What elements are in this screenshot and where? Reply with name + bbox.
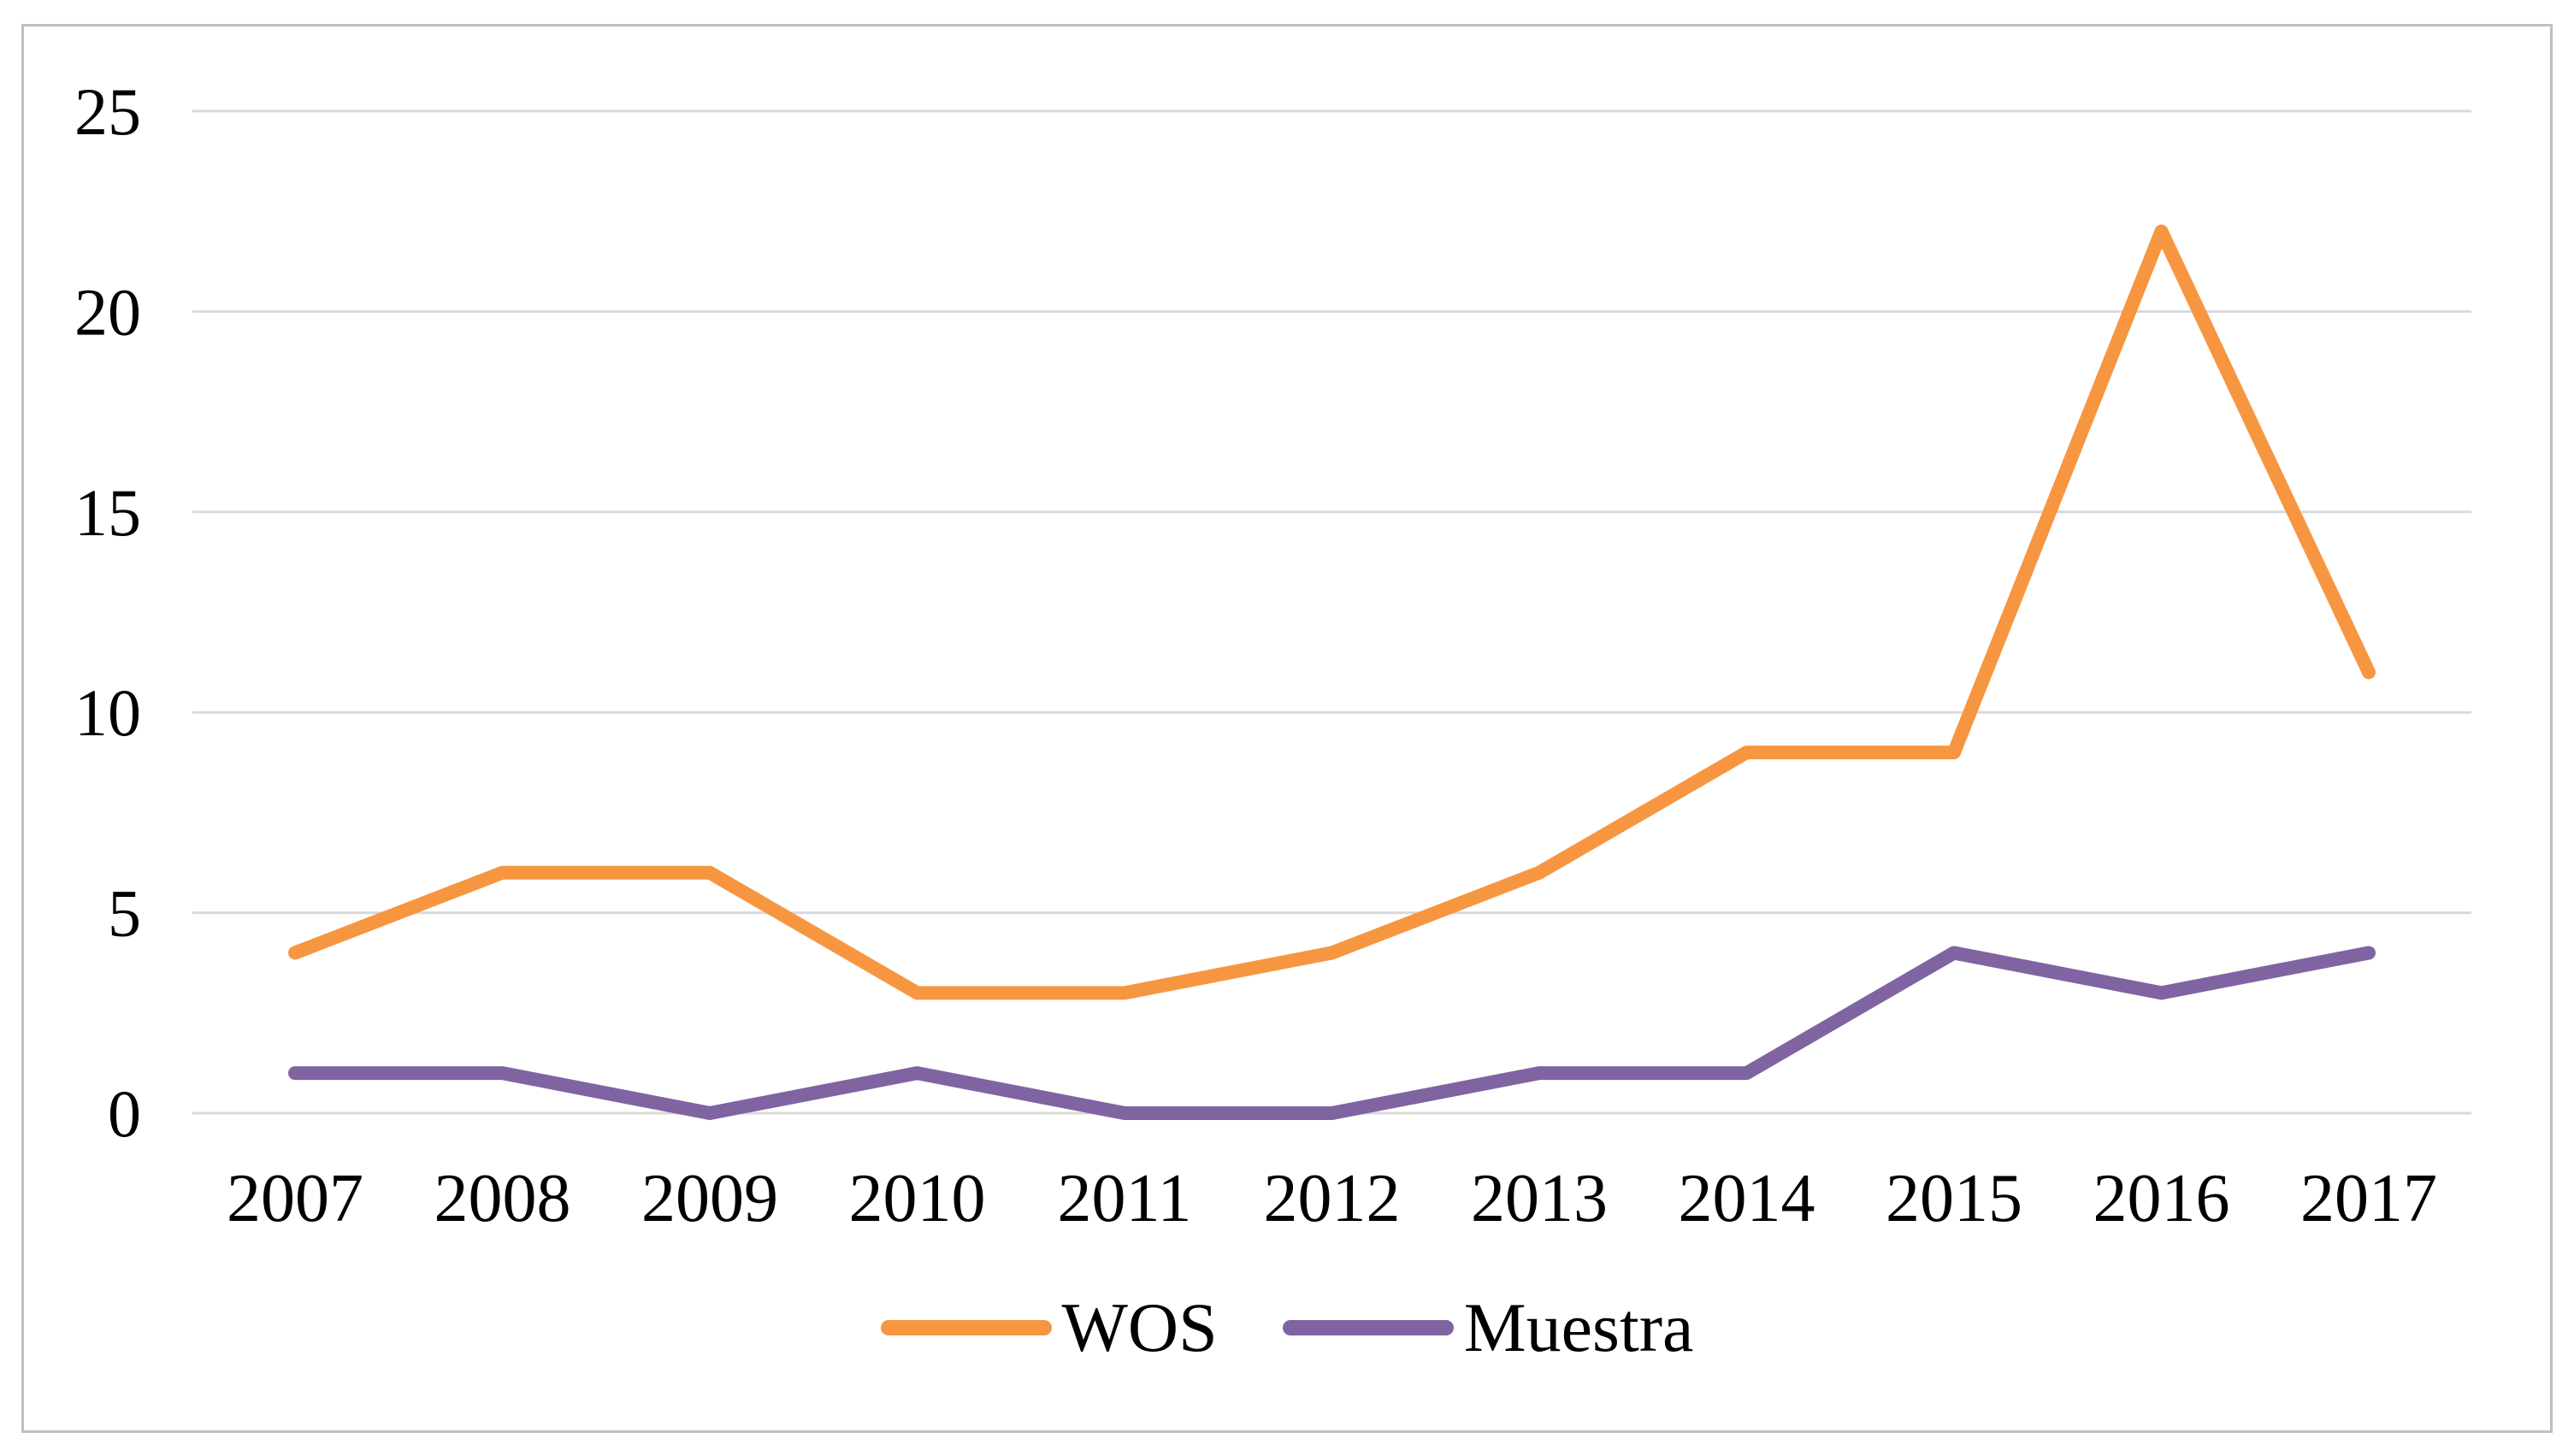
x-axis-tick-2009: 2009 <box>641 1161 778 1236</box>
y-axis-tick-20: 20 <box>74 274 141 349</box>
y-axis-tick-0: 0 <box>108 1076 141 1151</box>
legend-item-muestra: Muestra <box>1282 1288 1694 1366</box>
figure-border <box>21 24 2553 1433</box>
x-axis-tick-2007: 2007 <box>227 1161 363 1236</box>
x-axis-tick-2011: 2011 <box>1057 1161 1191 1236</box>
x-axis-tick-2008: 2008 <box>434 1161 571 1236</box>
x-axis-tick-2014: 2014 <box>1679 1161 1815 1236</box>
chart-legend: WOS Muestra <box>0 1293 2574 1363</box>
x-axis-tick-2012: 2012 <box>1264 1161 1401 1236</box>
y-axis-tick-15: 15 <box>74 475 141 550</box>
y-axis-tick-5: 5 <box>108 876 141 951</box>
wos-line-swatch <box>880 1320 1052 1335</box>
legend-item-wos: WOS <box>880 1288 1218 1366</box>
wos-line <box>288 224 2376 1000</box>
y-axis-tick-25: 25 <box>74 74 141 149</box>
muestra-line-swatch <box>1282 1320 1454 1335</box>
y-axis-tick-10: 10 <box>74 675 141 750</box>
muestra-legend-label: Muestra <box>1463 1288 1694 1366</box>
x-axis-tick-2015: 2015 <box>1886 1161 2022 1236</box>
x-axis-tick-2017: 2017 <box>2300 1161 2437 1236</box>
x-axis-tick-2016: 2016 <box>2093 1161 2230 1236</box>
muestra-line <box>288 946 2376 1120</box>
x-axis-tick-2010: 2010 <box>849 1161 986 1236</box>
x-axis-tick-2013: 2013 <box>1471 1161 1608 1236</box>
wos-legend-label: WOS <box>1061 1288 1218 1366</box>
